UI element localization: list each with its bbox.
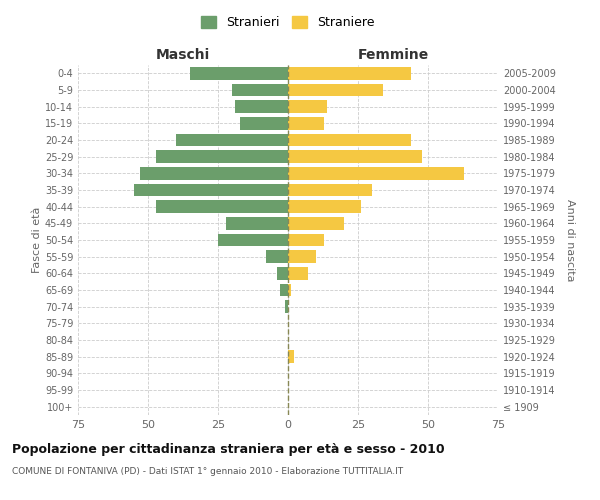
Bar xyxy=(176,134,288,146)
Bar xyxy=(288,150,422,163)
Bar xyxy=(277,267,288,280)
Text: COMUNE DI FONTANIVA (PD) - Dati ISTAT 1° gennaio 2010 - Elaborazione TUTTITALIA.: COMUNE DI FONTANIVA (PD) - Dati ISTAT 1°… xyxy=(12,468,403,476)
Bar xyxy=(288,350,293,363)
Bar xyxy=(235,100,288,113)
Bar xyxy=(288,100,327,113)
Bar xyxy=(241,117,288,130)
Bar xyxy=(285,300,288,313)
Bar xyxy=(288,250,316,263)
Text: Maschi: Maschi xyxy=(156,48,210,62)
Bar xyxy=(134,184,288,196)
Bar xyxy=(288,267,308,280)
Bar xyxy=(288,184,372,196)
Bar xyxy=(190,67,288,80)
Bar xyxy=(288,67,411,80)
Bar xyxy=(266,250,288,263)
Bar xyxy=(157,150,288,163)
Bar xyxy=(226,217,288,230)
Y-axis label: Anni di nascita: Anni di nascita xyxy=(565,198,575,281)
Bar xyxy=(140,167,288,179)
Bar xyxy=(232,84,288,96)
Bar xyxy=(218,234,288,246)
Legend: Stranieri, Straniere: Stranieri, Straniere xyxy=(196,11,380,34)
Bar xyxy=(288,84,383,96)
Text: Popolazione per cittadinanza straniera per età e sesso - 2010: Popolazione per cittadinanza straniera p… xyxy=(12,442,445,456)
Bar xyxy=(288,134,411,146)
Text: Femmine: Femmine xyxy=(358,48,428,62)
Bar xyxy=(280,284,288,296)
Bar xyxy=(288,217,344,230)
Bar xyxy=(157,200,288,213)
Bar xyxy=(288,167,464,179)
Bar xyxy=(288,117,325,130)
Bar xyxy=(288,284,291,296)
Bar xyxy=(288,234,325,246)
Y-axis label: Fasce di età: Fasce di età xyxy=(32,207,42,273)
Bar xyxy=(288,200,361,213)
